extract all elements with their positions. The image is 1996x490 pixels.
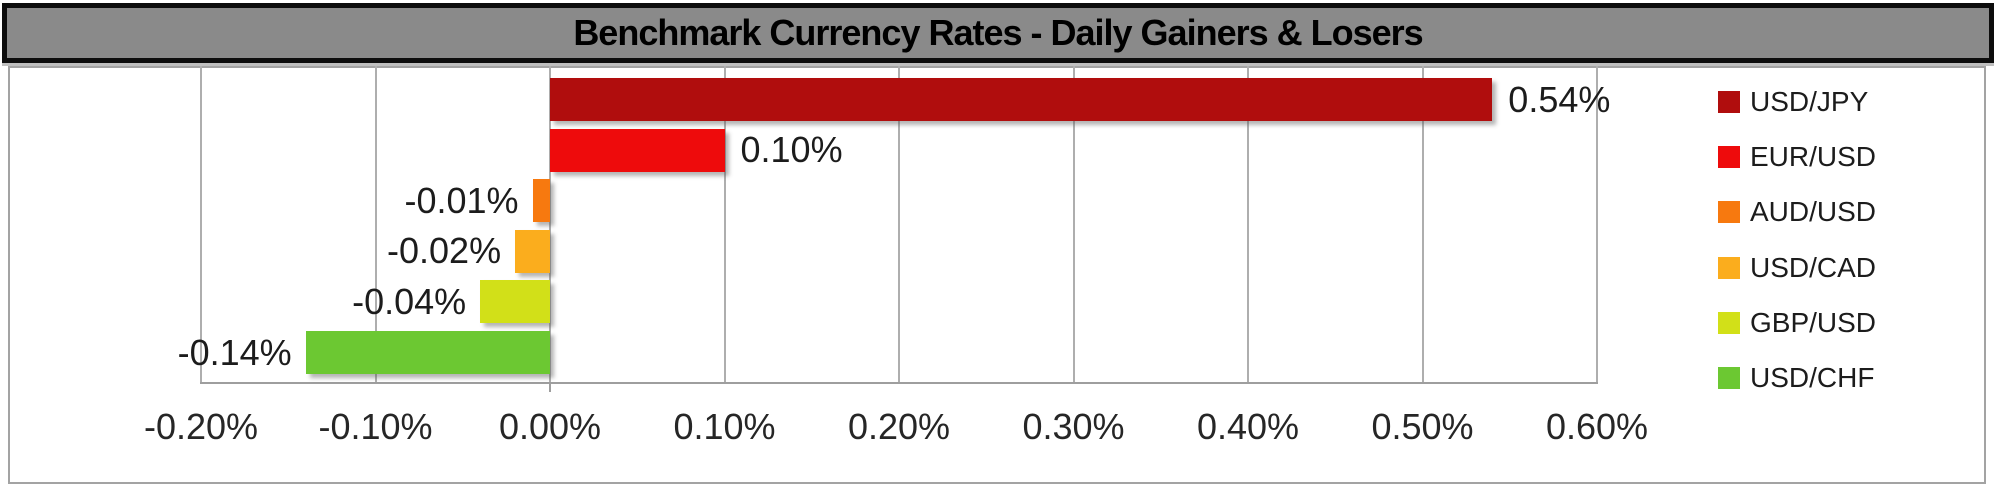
chart-title: Benchmark Currency Rates - Daily Gainers… <box>573 12 1423 53</box>
chart-plot-area <box>8 66 1986 484</box>
chart-title-band: Benchmark Currency Rates - Daily Gainers… <box>2 3 1994 63</box>
